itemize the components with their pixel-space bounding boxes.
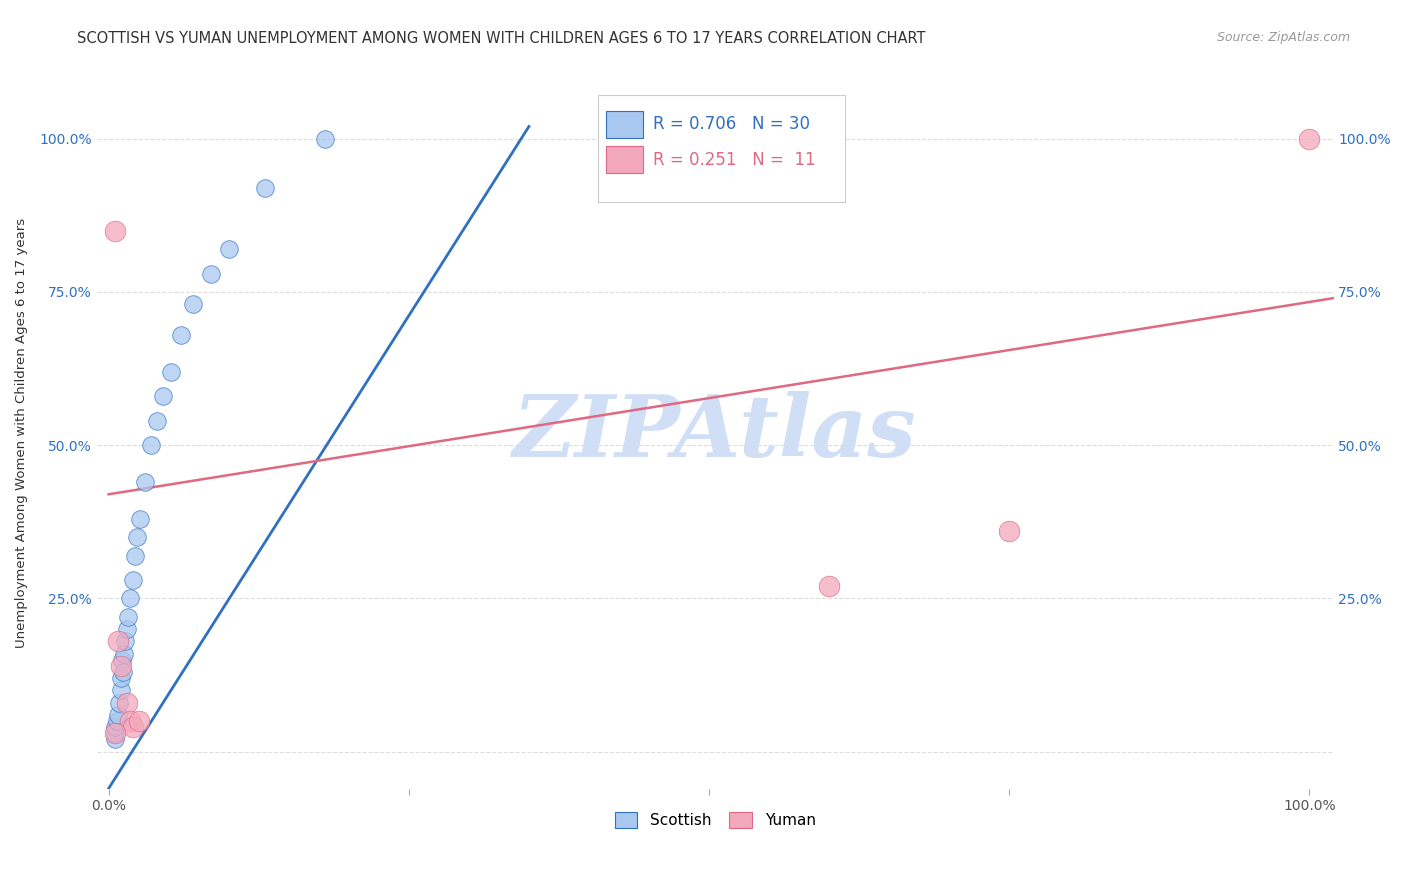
Point: [124, 549, 146, 563]
Text: Source: ZipAtlas.com: Source: ZipAtlas.com: [1216, 31, 1350, 45]
Point: [112, 647, 135, 661]
Text: ZIPAtlas: ZIPAtlas: [513, 392, 917, 475]
Point: [104, 732, 127, 747]
Point: [134, 475, 156, 489]
Point: [107, 708, 129, 723]
Point: [200, 267, 222, 281]
Point: [152, 389, 174, 403]
Point: [115, 622, 138, 636]
Point: [111, 665, 134, 679]
Point: [128, 714, 150, 728]
Point: [114, 634, 136, 648]
Point: [160, 365, 183, 379]
FancyBboxPatch shape: [598, 95, 845, 202]
Point: [127, 530, 149, 544]
Point: [139, 438, 162, 452]
Point: [314, 132, 336, 146]
Point: [181, 297, 204, 311]
Point: [107, 634, 129, 648]
Point: [121, 720, 143, 734]
Point: [1298, 132, 1320, 146]
Point: [104, 224, 127, 238]
Text: R = 0.251   N =  11: R = 0.251 N = 11: [654, 151, 815, 169]
Point: [117, 610, 139, 624]
Point: [169, 327, 191, 342]
Text: SCOTTISH VS YUMAN UNEMPLOYMENT AMONG WOMEN WITH CHILDREN AGES 6 TO 17 YEARS CORR: SCOTTISH VS YUMAN UNEMPLOYMENT AMONG WOM…: [77, 31, 925, 46]
Text: R = 0.706   N = 30: R = 0.706 N = 30: [654, 115, 810, 134]
Bar: [606, 111, 644, 138]
Point: [115, 696, 138, 710]
Point: [121, 573, 143, 587]
Point: [108, 696, 131, 710]
Point: [253, 181, 276, 195]
Point: [104, 726, 127, 740]
Point: [110, 683, 132, 698]
Point: [104, 726, 127, 740]
Bar: [606, 146, 644, 173]
Point: [818, 579, 841, 593]
Point: [110, 671, 132, 685]
Point: [120, 591, 142, 606]
Point: [111, 653, 134, 667]
Point: [104, 720, 127, 734]
Point: [128, 512, 150, 526]
Point: [218, 242, 240, 256]
Point: [120, 714, 142, 728]
Point: [110, 659, 132, 673]
Legend: Scottish, Yuman: Scottish, Yuman: [609, 806, 821, 834]
Point: [105, 714, 128, 728]
Point: [998, 524, 1021, 538]
Y-axis label: Unemployment Among Women with Children Ages 6 to 17 years: Unemployment Among Women with Children A…: [15, 218, 28, 648]
Point: [145, 414, 167, 428]
